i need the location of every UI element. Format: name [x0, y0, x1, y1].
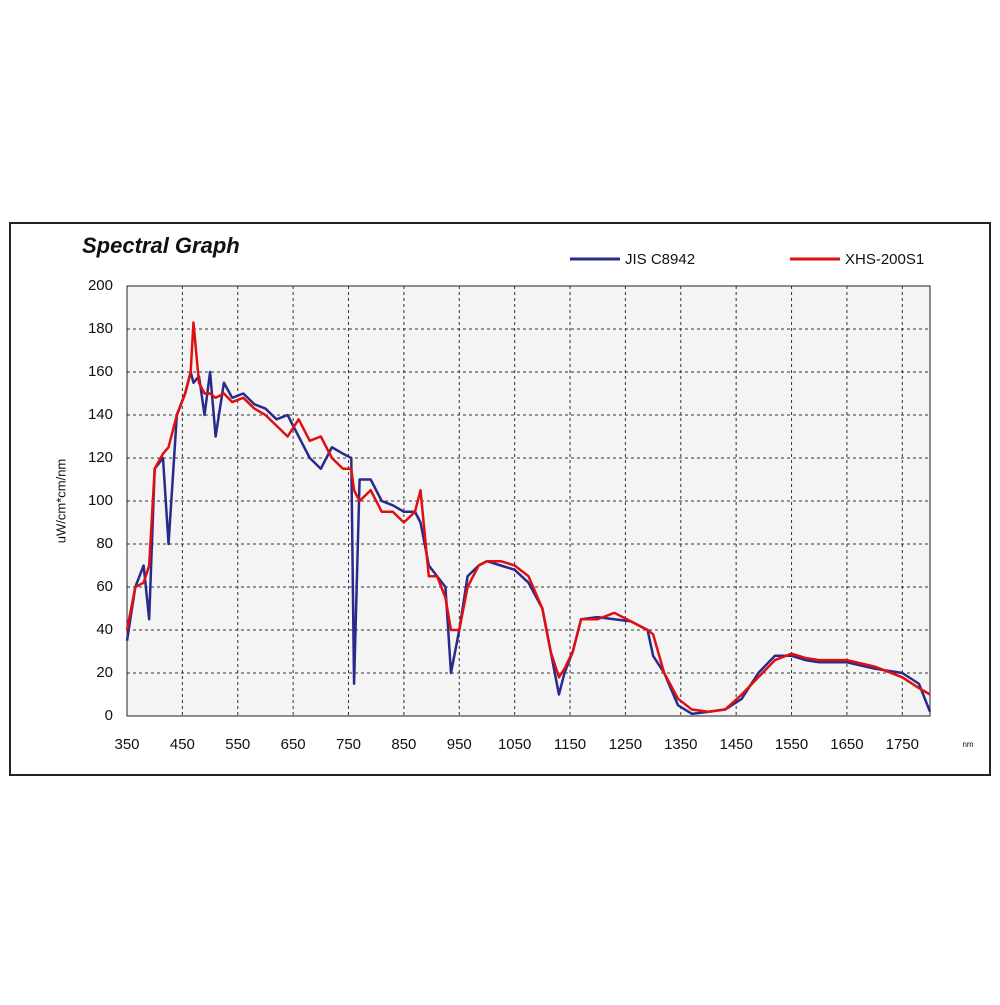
y-tick-label: 160	[88, 363, 113, 380]
y-tick-label: 80	[96, 535, 113, 552]
y-axis-label: uW/cm*cm/nm	[53, 459, 68, 544]
series-line	[125, 321, 931, 713]
y-tick-label: 20	[96, 664, 113, 681]
x-tick-label: 1550	[775, 736, 808, 753]
y-tick-label: 0	[105, 707, 113, 724]
x-tick-label: 1750	[886, 736, 919, 753]
y-tick-label: 40	[96, 621, 113, 638]
y-tick-label: 140	[88, 406, 113, 423]
x-tick-label: 1650	[830, 736, 863, 753]
legend-label: JIS C8942	[625, 251, 695, 268]
x-tick-label: 350	[114, 736, 139, 753]
legend-label: XHS-200S1	[845, 251, 924, 268]
x-tick-label: 950	[447, 736, 472, 753]
x-tick-label: 1050	[498, 736, 531, 753]
x-tick-label: 550	[225, 736, 250, 753]
x-axis-label: nm	[962, 740, 973, 749]
plot-border	[126, 285, 931, 717]
y-tick-label: 200	[88, 277, 113, 294]
y-tick-label: 100	[88, 492, 113, 509]
x-tick-label: 850	[391, 736, 416, 753]
x-tick-label: 1350	[664, 736, 697, 753]
x-tick-label: 1250	[609, 736, 642, 753]
chart-title: Spectral Graph	[82, 233, 240, 258]
y-tick-label: 180	[88, 320, 113, 337]
y-tick-label: 60	[96, 578, 113, 595]
x-tick-label: 650	[281, 736, 306, 753]
y-tick-label: 120	[88, 449, 113, 466]
x-tick-label: 450	[170, 736, 195, 753]
x-tick-label: 1150	[554, 736, 586, 753]
x-tick-label: 1450	[719, 736, 752, 753]
x-tick-label: 750	[336, 736, 361, 753]
